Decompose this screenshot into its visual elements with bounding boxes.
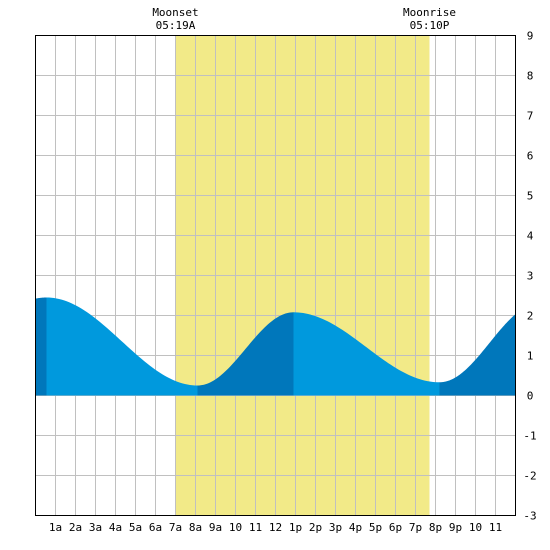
x-tick-label: 10 [469,521,482,534]
x-tick-label: 6p [389,521,402,534]
x-tick-label: 9a [209,521,222,534]
y-tick-label: 3 [527,270,534,283]
x-tick-label: 2a [69,521,82,534]
x-tick-label: 4p [349,521,362,534]
y-tick-label: 1 [527,350,534,363]
x-tick-label: 1a [49,521,62,534]
moon-event-label: Moonset [152,6,198,19]
y-tick-label: -1 [523,430,536,443]
y-tick-label: 2 [527,310,534,323]
moon-event-time: 05:19A [156,19,196,32]
x-tick-label: 2p [309,521,322,534]
tide-rising-segment [197,312,294,396]
x-tick-label: 1p [289,521,302,534]
grid-lines [35,35,516,516]
x-tick-label: 10 [229,521,242,534]
y-tick-label: 4 [527,230,534,243]
x-tick-label: 6a [149,521,162,534]
x-tick-label: 3a [89,521,102,534]
x-tick-label: 12 [269,521,282,534]
y-tick-label: 0 [527,390,534,403]
y-tick-label: 6 [527,150,534,163]
x-tick-label: 11 [249,521,262,534]
plot-frame [35,35,516,516]
y-tick-label: 7 [527,110,534,123]
x-tick-label: 4a [109,521,122,534]
x-axis-labels: 1a 2a 3a 4a 5a 6a 7a 8a 9a 10 11 12 1p 2p 3p 4p 5p 6p 7p 8p… [49,521,502,534]
x-tick-label: 7a [169,521,182,534]
y-tick-label: 8 [527,70,534,83]
x-tick-label: 7p [409,521,422,534]
x-tick-label: 3p [329,521,342,534]
tide-area [35,297,516,396]
x-tick-label: 9p [449,521,462,534]
moon-event-label: Moonrise [403,6,456,19]
y-tick-label: -3 [523,510,536,523]
x-tick-label: 8p [429,521,442,534]
y-tick-label: 9 [527,30,534,43]
y-axis-labels: -3 -2 -1 0 1 2 3 4 5 6 7 8 9 [523,30,536,523]
x-tick-label: 5p [369,521,382,534]
tide-rising-segment [35,297,47,396]
tide-falling-segment [293,312,440,396]
x-tick-label: 8a [189,521,202,534]
moon-event-time: 05:10P [410,19,450,32]
x-tick-label: 11 [489,521,502,534]
x-tick-label: 5a [129,521,142,534]
tide-falling-segment [46,297,198,396]
tide-rising-segment [439,314,516,396]
y-tick-label: -2 [523,470,536,483]
y-tick-label: 5 [527,190,534,203]
